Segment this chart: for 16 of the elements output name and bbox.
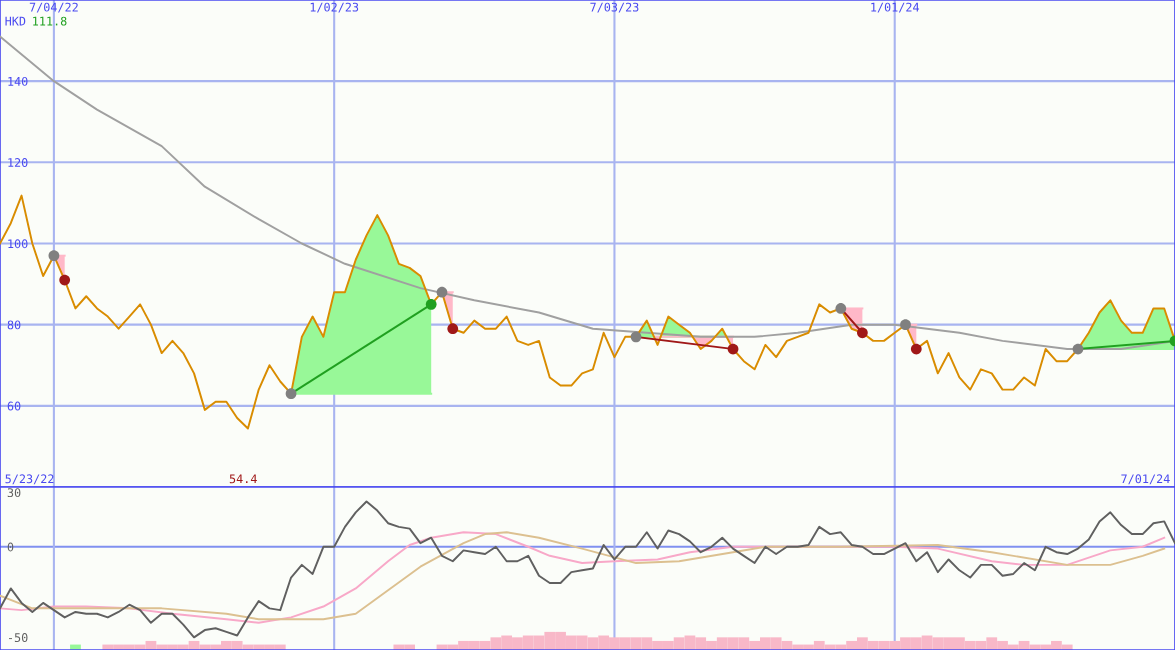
y-tick-label: 30 — [7, 488, 21, 498]
annotation: 111.8 — [33, 16, 67, 26]
annotation: HKD — [5, 16, 26, 26]
y-tick-label: 120 — [8, 158, 28, 168]
x-tick-label: 7/03/23 — [590, 2, 639, 13]
y-tick-label: 100 — [8, 239, 28, 249]
x-tick-label: 1/01/24 — [871, 2, 920, 13]
x-tick-label: 1/02/23 — [310, 2, 359, 13]
annotation: 54.4 — [229, 474, 257, 484]
x-tick-label: 7/04/22 — [29, 2, 78, 13]
annotation: 7/01/24 — [1121, 474, 1170, 485]
y-tick-label: 140 — [8, 76, 28, 86]
y-tick-label: 80 — [7, 320, 21, 330]
y-tick-label: 60 — [7, 401, 21, 411]
annotation: 5/23/22 — [5, 474, 54, 485]
y-tick-label: -50 — [9, 633, 28, 643]
